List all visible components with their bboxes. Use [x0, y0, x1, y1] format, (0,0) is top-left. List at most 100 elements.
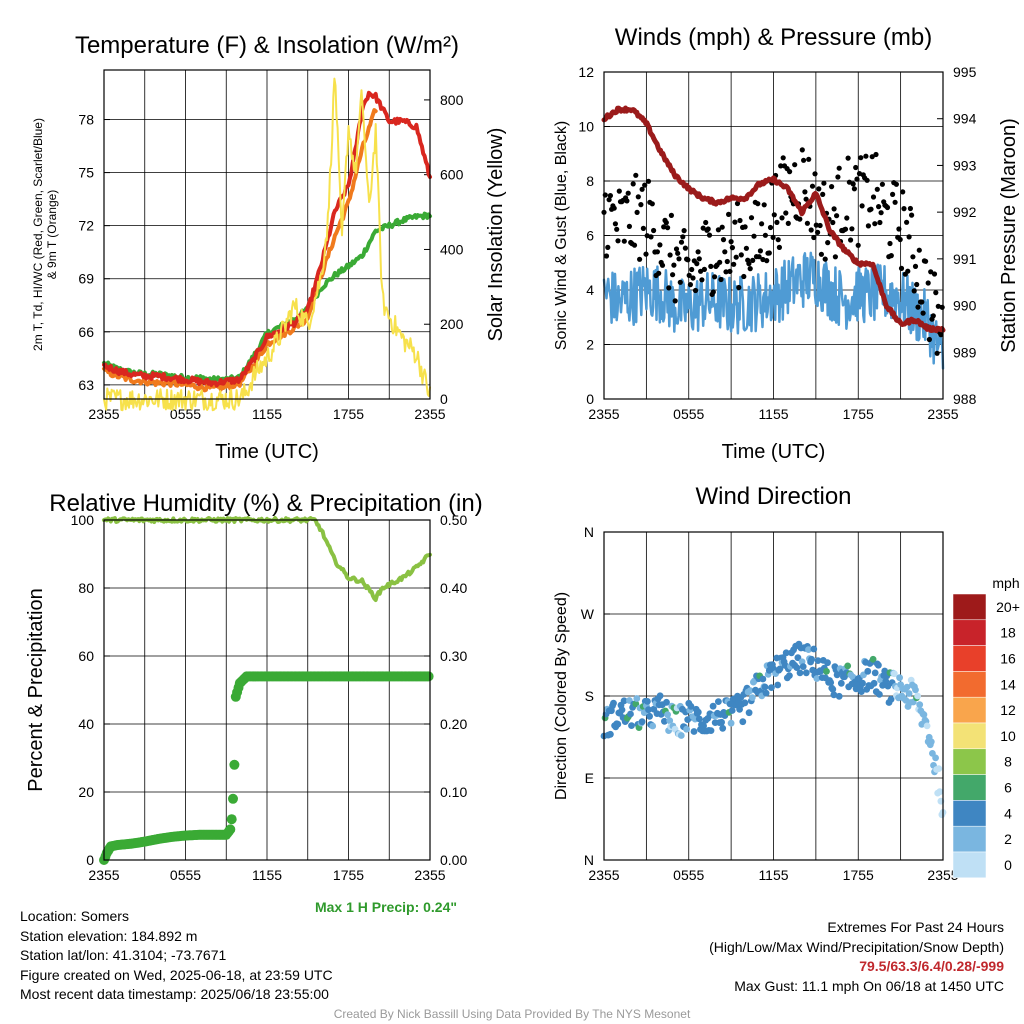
direction-point [745, 709, 753, 717]
gust-point [890, 191, 896, 197]
gust-point [755, 201, 761, 207]
temperature-line [102, 90, 432, 388]
direction-point [664, 711, 671, 719]
x-tick-label: 2355 [927, 867, 958, 883]
gust-point [671, 262, 677, 268]
direction-point [786, 672, 793, 679]
x-tick-label: 1755 [843, 406, 874, 422]
gust-point [659, 262, 666, 268]
direction-point [694, 708, 702, 716]
gust-point [779, 215, 785, 221]
gust-point [813, 222, 819, 228]
direction-point [796, 669, 804, 677]
colorbar-label: 6 [1004, 780, 1012, 796]
direction-point [646, 712, 653, 720]
gust-point [657, 242, 663, 248]
panel-title: Wind Direction [695, 483, 851, 510]
gust-point [792, 162, 798, 168]
direction-point [829, 685, 837, 693]
gust-point [728, 239, 734, 245]
y-axis-label-right: Solar Insolation (Yellow) [485, 128, 507, 342]
direction-point [739, 718, 747, 726]
gust-point [775, 237, 781, 243]
direction-point [932, 754, 939, 762]
extremes-info: Extremes For Past 24 Hours (High/Low/Max… [709, 918, 1004, 996]
direction-point [837, 679, 845, 687]
direction-point [683, 725, 690, 733]
direction-point [859, 679, 866, 687]
gust-point [844, 215, 850, 221]
y-tick-label-left: 100 [71, 512, 95, 528]
y-tick-label-left: N [584, 852, 594, 868]
y-tick-label-right: 0.10 [440, 784, 467, 800]
extremes-title: Extremes For Past 24 Hours [827, 919, 1004, 935]
gust-point [865, 223, 872, 229]
direction-point [912, 686, 919, 694]
gust-point [801, 157, 807, 163]
y-axis-label-right: Station Pressure (Maroon) [998, 118, 1020, 353]
direction-point [663, 698, 670, 706]
gust-point [656, 270, 662, 276]
gust-point [911, 288, 917, 294]
gust-point [738, 252, 744, 258]
direction-point [661, 717, 668, 725]
gust-point [639, 186, 645, 192]
direction-point [700, 722, 707, 730]
gust-point [687, 282, 694, 288]
gust-point [836, 165, 842, 171]
colorbar-label: 20+ [996, 599, 1020, 615]
colorbar-unit-label: mph [992, 575, 1019, 591]
gust-point [710, 289, 716, 295]
precip-point [226, 814, 237, 825]
gust-point [896, 226, 902, 232]
y-tick-label-left: 4 [586, 282, 594, 298]
x-tick-label: 1155 [252, 867, 282, 883]
panel-2: 2355 0555 1155 1755 235502468101298898999099… [553, 24, 1020, 463]
gust-point [806, 156, 812, 162]
gust-point [808, 227, 814, 233]
gust-point [797, 216, 803, 222]
x-tick-label: 1155 [252, 406, 282, 422]
plot-frame [603, 531, 944, 861]
gust-point [633, 172, 639, 178]
gust-point [685, 257, 691, 263]
gust-point [812, 171, 818, 177]
direction-point [709, 702, 717, 710]
direction-point [607, 730, 614, 738]
gust-point [751, 233, 757, 239]
precip-point [228, 793, 238, 804]
direction-point [768, 684, 775, 691]
gust-point [892, 199, 898, 205]
gust-point [877, 219, 883, 226]
gust-point [919, 299, 925, 305]
gust-point [766, 250, 772, 256]
max-gust-label: Max Gust: 11.1 mph On 06/18 at 1450 UTC [734, 977, 1004, 994]
plot-frame [103, 69, 431, 400]
gust-point [855, 242, 861, 248]
colorbar-swatch [952, 825, 987, 853]
colorbar-swatch [952, 851, 987, 879]
gust-point [668, 212, 675, 218]
latlon-label: Station lat/lon: 41.3104; -73.7671 [20, 947, 227, 963]
pressure-line [601, 105, 946, 334]
gust-point [770, 234, 776, 240]
direction-point [793, 664, 801, 671]
colorbar-swatch [952, 800, 987, 827]
y-tick-label-left: 0 [586, 391, 594, 407]
gust-point [677, 279, 683, 285]
direction-point [746, 687, 754, 694]
gust-point [680, 234, 686, 240]
gust-point [722, 249, 728, 255]
direction-point [649, 722, 657, 730]
gust-point [832, 254, 839, 260]
gust-point [926, 336, 933, 343]
direction-point [896, 674, 903, 682]
gust-point [830, 219, 836, 226]
x-tick-label: 2355 [927, 406, 958, 422]
gust-point [931, 271, 938, 277]
gust-point [700, 225, 706, 231]
gust-point [848, 237, 854, 243]
direction-point [628, 722, 635, 729]
gust-point [675, 250, 681, 256]
